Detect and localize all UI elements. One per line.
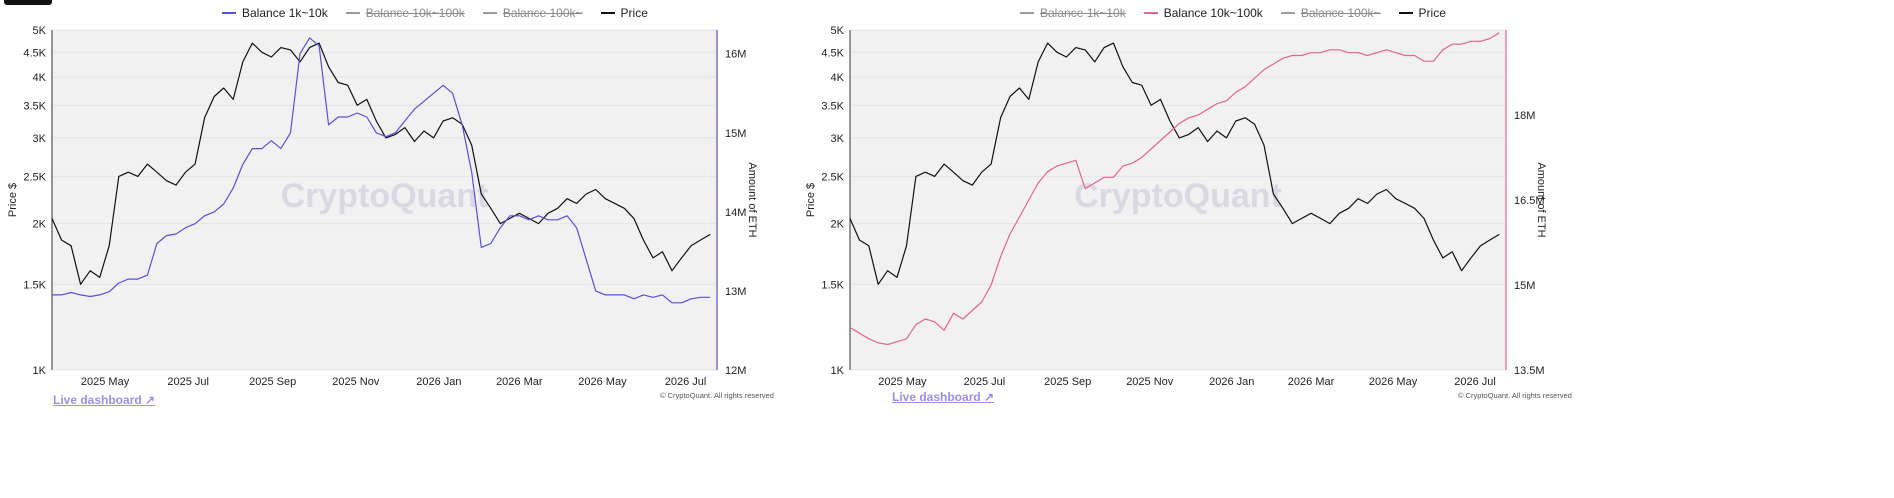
- legend-swatch: [482, 12, 497, 14]
- live-dashboard-link[interactable]: Live dashboard ↗: [53, 393, 156, 407]
- y2-tick-label: 16M: [725, 49, 746, 61]
- legend-label: Balance 100k~: [1300, 6, 1381, 20]
- y2-tick-label: 15M: [1514, 280, 1535, 292]
- legend-label: Balance 10k~100k: [365, 6, 465, 20]
- legend-swatch: [345, 12, 360, 14]
- y2-tick-label: 13M: [725, 286, 746, 298]
- live-dashboard-link[interactable]: Live dashboard ↗: [892, 390, 995, 404]
- chart-svg: CryptoQuant 1K 1.5K 2K 2.5K 3K 3.5K 4K 4.5K 5K 12M…: [7, 25, 758, 388]
- y2-tick-label: 13.5M: [1514, 365, 1545, 377]
- y-axis-title: Price $: [7, 183, 19, 217]
- watermark-text: CryptoQuant: [281, 177, 489, 215]
- legend-item-price[interactable]: Price: [1398, 6, 1446, 20]
- y-tick-label: 1K: [33, 365, 47, 377]
- y-tick-label: 4K: [831, 72, 845, 84]
- y-tick-label: 4.5K: [23, 47, 46, 59]
- legend-item-balance-10k-100k[interactable]: Balance 10k~100k: [1143, 6, 1263, 20]
- legend-label: Balance 1k~10k: [1040, 6, 1126, 20]
- y-tick-label: 2.5K: [821, 171, 844, 183]
- y-tick-label: 3.5K: [821, 100, 844, 112]
- x-tick-label: 2025 Sep: [1044, 376, 1091, 388]
- x-tick-label: 2026 May: [1369, 376, 1418, 388]
- legend: Balance 1k~10k Balance 10k~100k Balance …: [222, 6, 648, 20]
- series-line-balance-10k-100k: [849, 32, 1500, 346]
- x-tick-label: 2026 Jan: [1209, 376, 1254, 388]
- legend-item-balance-1k-10k[interactable]: Balance 1k~10k: [222, 6, 328, 20]
- legend-item-balance-100k[interactable]: Balance 100k~: [1280, 6, 1381, 20]
- y-tick-label: 3K: [831, 133, 845, 145]
- x-tick-label: 2026 Mar: [496, 376, 543, 388]
- x-tick-label: 2026 Mar: [1288, 376, 1335, 388]
- legend-label: Price: [1418, 6, 1446, 20]
- legend-swatch: [1020, 12, 1034, 14]
- legend-swatch: [222, 12, 236, 14]
- y-tick-label: 2.5K: [23, 171, 46, 183]
- y2-tick-label: 18M: [1514, 110, 1535, 122]
- y-tick-label: 1.5K: [821, 279, 844, 291]
- copyright-text: © CryptoQuant. All rights reserved: [660, 391, 774, 400]
- plot-group: CryptoQuant 1K 1.5K 2K 2.5K 3K 3.5K 4K 4.5K 5K 13.…: [805, 25, 1547, 388]
- y2-tick-label: 16.5M: [1514, 195, 1545, 207]
- series-line-price: [849, 42, 1500, 285]
- y-tick-label: 1.5K: [23, 279, 46, 291]
- copyright-text: © CryptoQuant. All rights reserved: [1458, 391, 1572, 400]
- legend-label: Price: [620, 6, 648, 20]
- x-tick-label: 2025 Sep: [249, 376, 296, 388]
- y-axis-title: Price $: [805, 183, 817, 217]
- legend-label: Balance 1k~10k: [242, 6, 328, 20]
- y2-tick-label: 14M: [725, 207, 746, 219]
- legend-item-balance-1k-10k[interactable]: Balance 1k~10k: [1020, 6, 1126, 20]
- plot-background: [52, 30, 717, 370]
- plot-background: [850, 30, 1506, 370]
- chart-panel-balance-1k-10k: Balance 1k~10k Balance 10k~100k Balance …: [0, 0, 940, 498]
- y-tick-label: 1K: [831, 365, 845, 377]
- watermark-text: CryptoQuant: [1074, 177, 1282, 215]
- legend-swatch: [1280, 12, 1295, 14]
- x-tick-label: 2026 May: [578, 376, 627, 388]
- corner-mark: [4, 0, 52, 5]
- legend-swatch: [600, 12, 615, 14]
- x-tick-label: 2025 Nov: [332, 376, 380, 388]
- y2-axis-title: Amount of ETH: [746, 162, 758, 237]
- y2-axis-title: Amount of ETH: [1535, 162, 1547, 237]
- x-tick-label: 2025 May: [81, 376, 130, 388]
- y2-tick-label: 15M: [725, 128, 746, 140]
- legend-label: Balance 100k~: [502, 6, 583, 20]
- x-tick-label: 2025 May: [878, 376, 927, 388]
- y-tick-label: 2K: [831, 219, 845, 231]
- legend-item-balance-100k[interactable]: Balance 100k~: [482, 6, 583, 20]
- y2-tick-label: 12M: [725, 365, 746, 377]
- legend-item-price[interactable]: Price: [600, 6, 648, 20]
- series-line-balance-1k-10k: [52, 37, 711, 304]
- y-tick-label: 3K: [33, 133, 47, 145]
- chart-svg: CryptoQuant 1K 1.5K 2K 2.5K 3K 3.5K 4K 4.5K 5K 13.…: [805, 25, 1547, 388]
- y-tick-label: 5K: [33, 25, 47, 37]
- legend-label: Balance 10k~100k: [1163, 6, 1263, 20]
- x-tick-label: 2026 Jan: [416, 376, 461, 388]
- x-tick-label: 2026 Jul: [1454, 376, 1496, 388]
- y-tick-label: 5K: [831, 25, 845, 37]
- legend-swatch: [1143, 12, 1158, 14]
- plot-group: CryptoQuant 1K 1.5K 2K 2.5K 3K 3.5K 4K 4.5K 5K 12M…: [7, 25, 758, 388]
- legend-swatch: [1398, 12, 1413, 14]
- series-line-price: [51, 42, 711, 285]
- x-tick-label: 2025 Jul: [964, 376, 1006, 388]
- y-tick-label: 2K: [33, 219, 47, 231]
- legend-item-balance-10k-100k[interactable]: Balance 10k~100k: [345, 6, 465, 20]
- chart-panel-balance-10k-100k: Balance 1k~10k Balance 10k~100k Balance …: [805, 0, 1894, 498]
- x-tick-label: 2026 Jul: [665, 376, 707, 388]
- y-tick-label: 4K: [33, 72, 47, 84]
- x-tick-label: 2025 Nov: [1126, 376, 1174, 388]
- legend: Balance 1k~10k Balance 10k~100k Balance …: [1020, 6, 1446, 20]
- y-tick-label: 4.5K: [821, 47, 844, 59]
- y-tick-label: 3.5K: [23, 100, 46, 112]
- x-tick-label: 2025 Jul: [167, 376, 209, 388]
